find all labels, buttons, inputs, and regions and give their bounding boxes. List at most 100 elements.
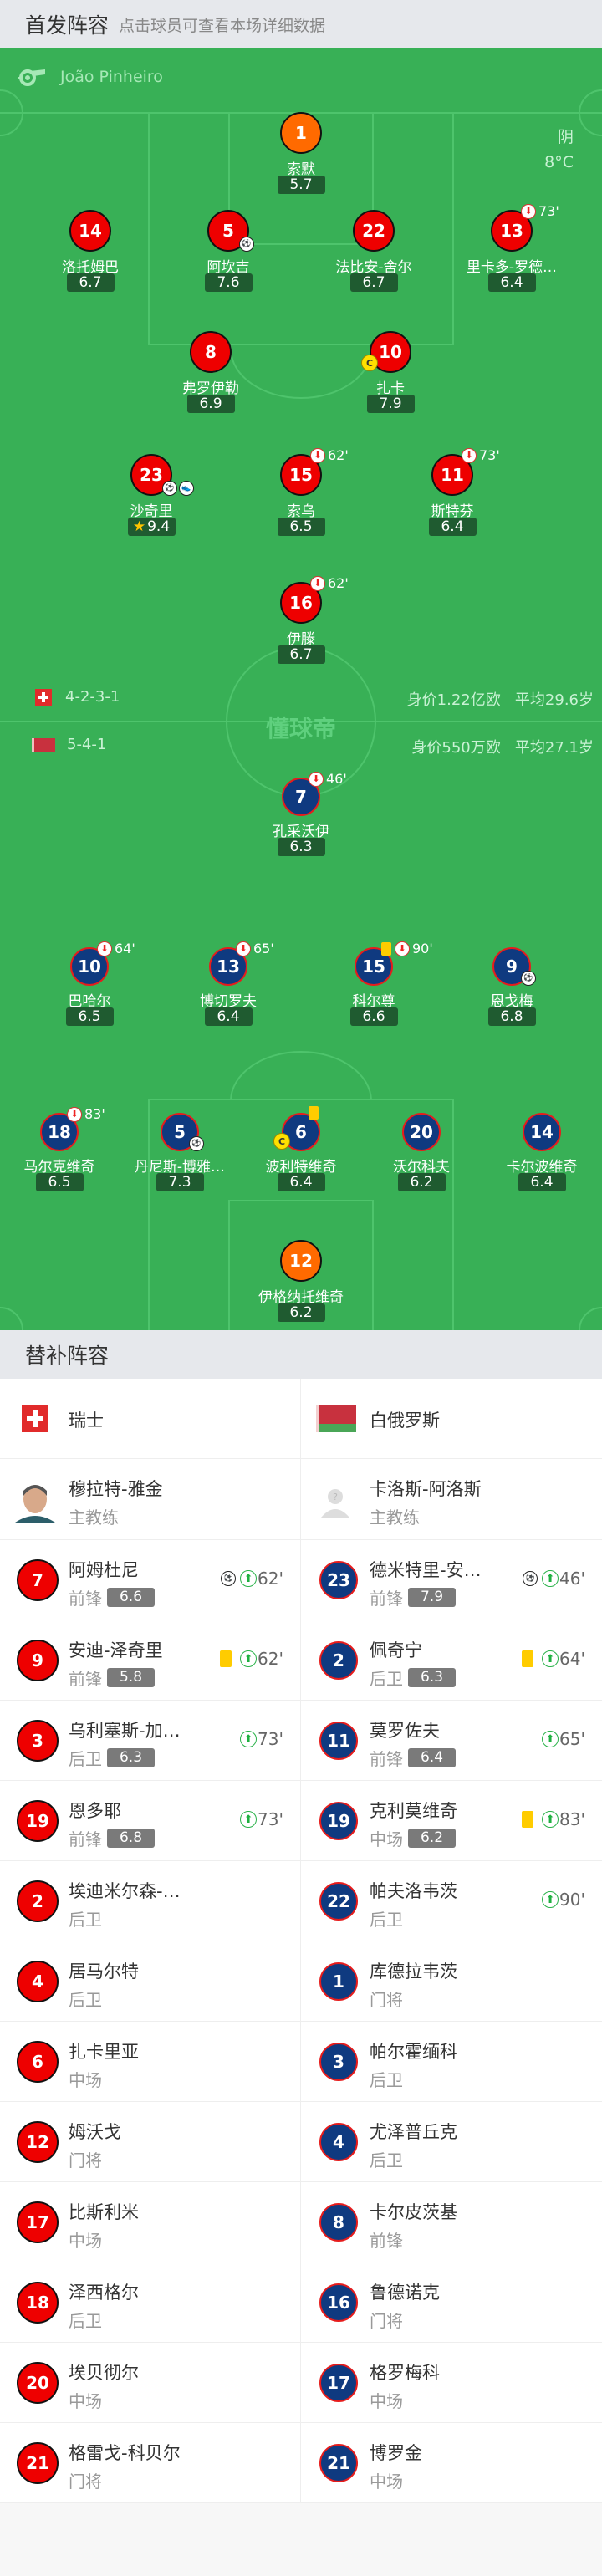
sub-on-minute: 90' (559, 1890, 585, 1910)
player-name: 乌利塞斯-加… (69, 1721, 181, 1741)
sub-player-row[interactable]: 12 姆沃戈 门将 (0, 2102, 301, 2182)
player-home[interactable]: 8 弗罗伊勒 6.9 (135, 331, 286, 413)
player-position: 后卫 (69, 1749, 102, 1769)
sub-player-row[interactable]: 3 帕尔霍缅科 后卫 (301, 2022, 602, 2102)
sub-off-minute: 62' (328, 447, 349, 463)
player-name: 扎卡 (376, 380, 405, 395)
player-away[interactable]: 20 沃尔科夫 6.2 (346, 1113, 497, 1191)
rating-value: 6.3 (289, 839, 313, 855)
player-rating: 5.8 (107, 1668, 155, 1687)
sub-player-row[interactable]: 20 埃贝彻尔 中场 (0, 2343, 301, 2423)
player-home[interactable]: 23 ⚽ 👟 沙奇里 ★ 9.4 (76, 454, 227, 536)
sub-player-row[interactable]: 11 莫罗佐夫 前锋 6.4 ⬆ 65' (301, 1701, 602, 1781)
home-team-info: 身价1.22亿欧 平均29.6岁 (407, 688, 594, 710)
player-position-row: 前锋 7.9 (370, 1585, 482, 1609)
jersey-number: 15 (355, 947, 393, 986)
sub-player-row[interactable]: 7 阿姆杜尼 前锋 6.6 ⚽ ⬆ 62' (0, 1540, 301, 1620)
player-rating: 6.4 (408, 1748, 456, 1767)
player-name: 帕尔霍缅科 (370, 2042, 457, 2062)
sub-off-minute: 46' (326, 771, 347, 787)
coach-name: 卡洛斯-阿洛斯 (370, 1479, 482, 1499)
sub-player-row[interactable]: 4 尤泽普丘克 后卫 (301, 2102, 602, 2182)
sub-player-row[interactable]: 2 埃迪米尔森-… 后卫 (0, 1861, 301, 1941)
player-away[interactable]: 13 ⬇ 65' 博切罗夫 6.4 (153, 941, 304, 1026)
player-position-row: 后卫 (69, 1987, 139, 2011)
player-home[interactable]: 1 索默 5.7 (226, 112, 376, 194)
player-position-row: 后卫 (370, 2067, 457, 2091)
player-rating: 6.6 (107, 1588, 155, 1607)
player-away[interactable]: 6 C 波利特维奇 6.4 (226, 1106, 376, 1191)
jersey-number: 4 (17, 1961, 59, 2002)
yellow-card-icon (522, 1811, 534, 1828)
player-home[interactable]: 5 ⚽ 阿坎吉 7.6 (153, 210, 304, 292)
player-home[interactable]: 10 C 扎卡 7.9 (315, 331, 466, 413)
player-events: ⬇ 73' (521, 203, 559, 219)
sub-player-row[interactable]: 6 扎卡里亚 中场 (0, 2022, 301, 2102)
sub-off-icon: ⬇ (395, 941, 410, 956)
player-events: ⬇ 83' (67, 1106, 105, 1122)
subs-title: 替补阵容 (25, 1344, 110, 1368)
sub-player-row[interactable]: 17 比斯利米 中场 (0, 2182, 301, 2262)
player-home[interactable]: 11 ⬇ 73' 斯特芬 6.4 (377, 447, 528, 536)
sub-player-row[interactable]: 19 恩多耶 前锋 6.8 ⬆ 73' (0, 1781, 301, 1861)
rating-value: 6.4 (500, 274, 523, 291)
jersey-number: 20 (402, 1113, 441, 1151)
player-name: 里卡多-罗德… (466, 259, 558, 273)
sub-player-row[interactable]: 2 佩奇宁 后卫 6.3 ⬆ 64' (301, 1620, 602, 1701)
player-away[interactable]: 10 ⬇ 64' 巴哈尔 6.5 (14, 941, 165, 1026)
sub-player-row[interactable]: 17 格罗梅科 中场 (301, 2343, 602, 2423)
sub-player-row[interactable]: 4 居马尔特 后卫 (0, 1941, 301, 2022)
sub-player-row[interactable]: 22 帕夫洛韦茨 后卫 ⬆ 90' (301, 1861, 602, 1941)
jersey-number: 12 (17, 2121, 59, 2163)
player-home[interactable]: 22 法比安-舍尔 6.7 (298, 210, 449, 292)
sub-player-row[interactable]: 3 乌利塞斯-加… 后卫 6.3 ⬆ 73' (0, 1701, 301, 1781)
player-name: 科尔尊 (352, 993, 395, 1007)
sub-player-row[interactable]: 19 克利莫维奇 中场 6.2 ⬆ 83' (301, 1781, 602, 1861)
player-away[interactable]: 14 卡尔波维奇 6.4 (467, 1113, 602, 1191)
player-name: 德米特里-安… (370, 1560, 482, 1580)
sub-player-row[interactable]: 18 泽西格尔 后卫 (0, 2262, 301, 2343)
belarus-flag-icon (32, 737, 55, 752)
home-coach[interactable]: 穆拉特-雅金 主教练 (0, 1459, 301, 1540)
player-home[interactable]: 16 ⬇ 62' 伊滕 6.7 (226, 575, 376, 664)
sub-events: ⚽ ⬆ 46' (523, 1569, 585, 1589)
sub-player-row[interactable]: 21 博罗金 中场 (301, 2423, 602, 2503)
player-away[interactable]: 9 ⚽ 恩戈梅 6.8 (436, 947, 587, 1026)
player-away[interactable]: 5 ⚽ 丹尼斯-博雅… 7.3 (105, 1113, 255, 1191)
away-team-info: 身价550万欧 平均27.1岁 (411, 736, 594, 757)
player-home[interactable]: 13 ⬇ 73' 里卡多-罗德… 6.4 (436, 203, 587, 292)
player-name: 博切罗夫 (200, 993, 257, 1007)
rating-value: 6.4 (217, 1008, 240, 1025)
penalty-box-top (148, 112, 454, 345)
player-away[interactable]: 7 ⬇ 46' 孔采沃伊 6.3 (226, 771, 376, 856)
player-name: 安迪-泽奇里 (69, 1640, 163, 1660)
sub-info: 扎卡里亚 中场 (69, 2038, 139, 2091)
jersey-number: 19 (17, 1800, 59, 1842)
sub-player-row[interactable]: 21 格雷戈-科贝尔 门将 (0, 2423, 301, 2503)
sub-player-row[interactable]: 8 卡尔皮茨基 前锋 (301, 2182, 602, 2262)
player-position-row: 前锋 6.4 (370, 1746, 456, 1770)
sub-player-row[interactable]: 1 库德拉韦茨 门将 (301, 1941, 602, 2022)
sub-off-minute: 73' (538, 203, 559, 219)
sub-on-minute: 73' (258, 1729, 283, 1749)
player-home[interactable]: 14 洛托姆巴 6.7 (15, 210, 166, 292)
home-avg-age: 平均29.6岁 (514, 691, 594, 709)
sub-player-row[interactable]: 16 鲁德诺克 门将 (301, 2262, 602, 2343)
player-name: 格罗梅科 (370, 2363, 440, 2383)
player-rating: 7.6 (204, 273, 253, 292)
swiss-flag-icon (35, 688, 52, 706)
sub-info: 尤泽普丘克 后卫 (370, 2119, 457, 2171)
coach-name: 穆拉特-雅金 (69, 1479, 163, 1499)
player-away[interactable]: 15 ⬇ 90' 科尔尊 6.6 (298, 941, 449, 1026)
sub-player-row[interactable]: 23 德米特里-安… 前锋 7.9 ⚽ ⬆ 46' (301, 1540, 602, 1620)
sub-on-icon: ⬆ (542, 1811, 559, 1828)
yellow-card-icon (220, 1650, 232, 1667)
player-away[interactable]: 18 ⬇ 83' 马尔克维奇 6.5 (0, 1106, 135, 1191)
jersey-number: 18 (40, 1113, 79, 1151)
player-rating: 6.9 (186, 395, 235, 413)
sub-player-row[interactable]: 9 安迪-泽奇里 前锋 5.8 ⬆ 62' (0, 1620, 301, 1701)
player-home[interactable]: 15 ⬇ 62' 索乌 6.5 (226, 447, 376, 536)
away-coach[interactable]: ? 卡洛斯-阿洛斯 主教练 (301, 1459, 602, 1540)
player-events: ⬇ 62' (310, 575, 349, 591)
player-away[interactable]: 12 伊格纳托维奇 6.2 (226, 1240, 376, 1322)
